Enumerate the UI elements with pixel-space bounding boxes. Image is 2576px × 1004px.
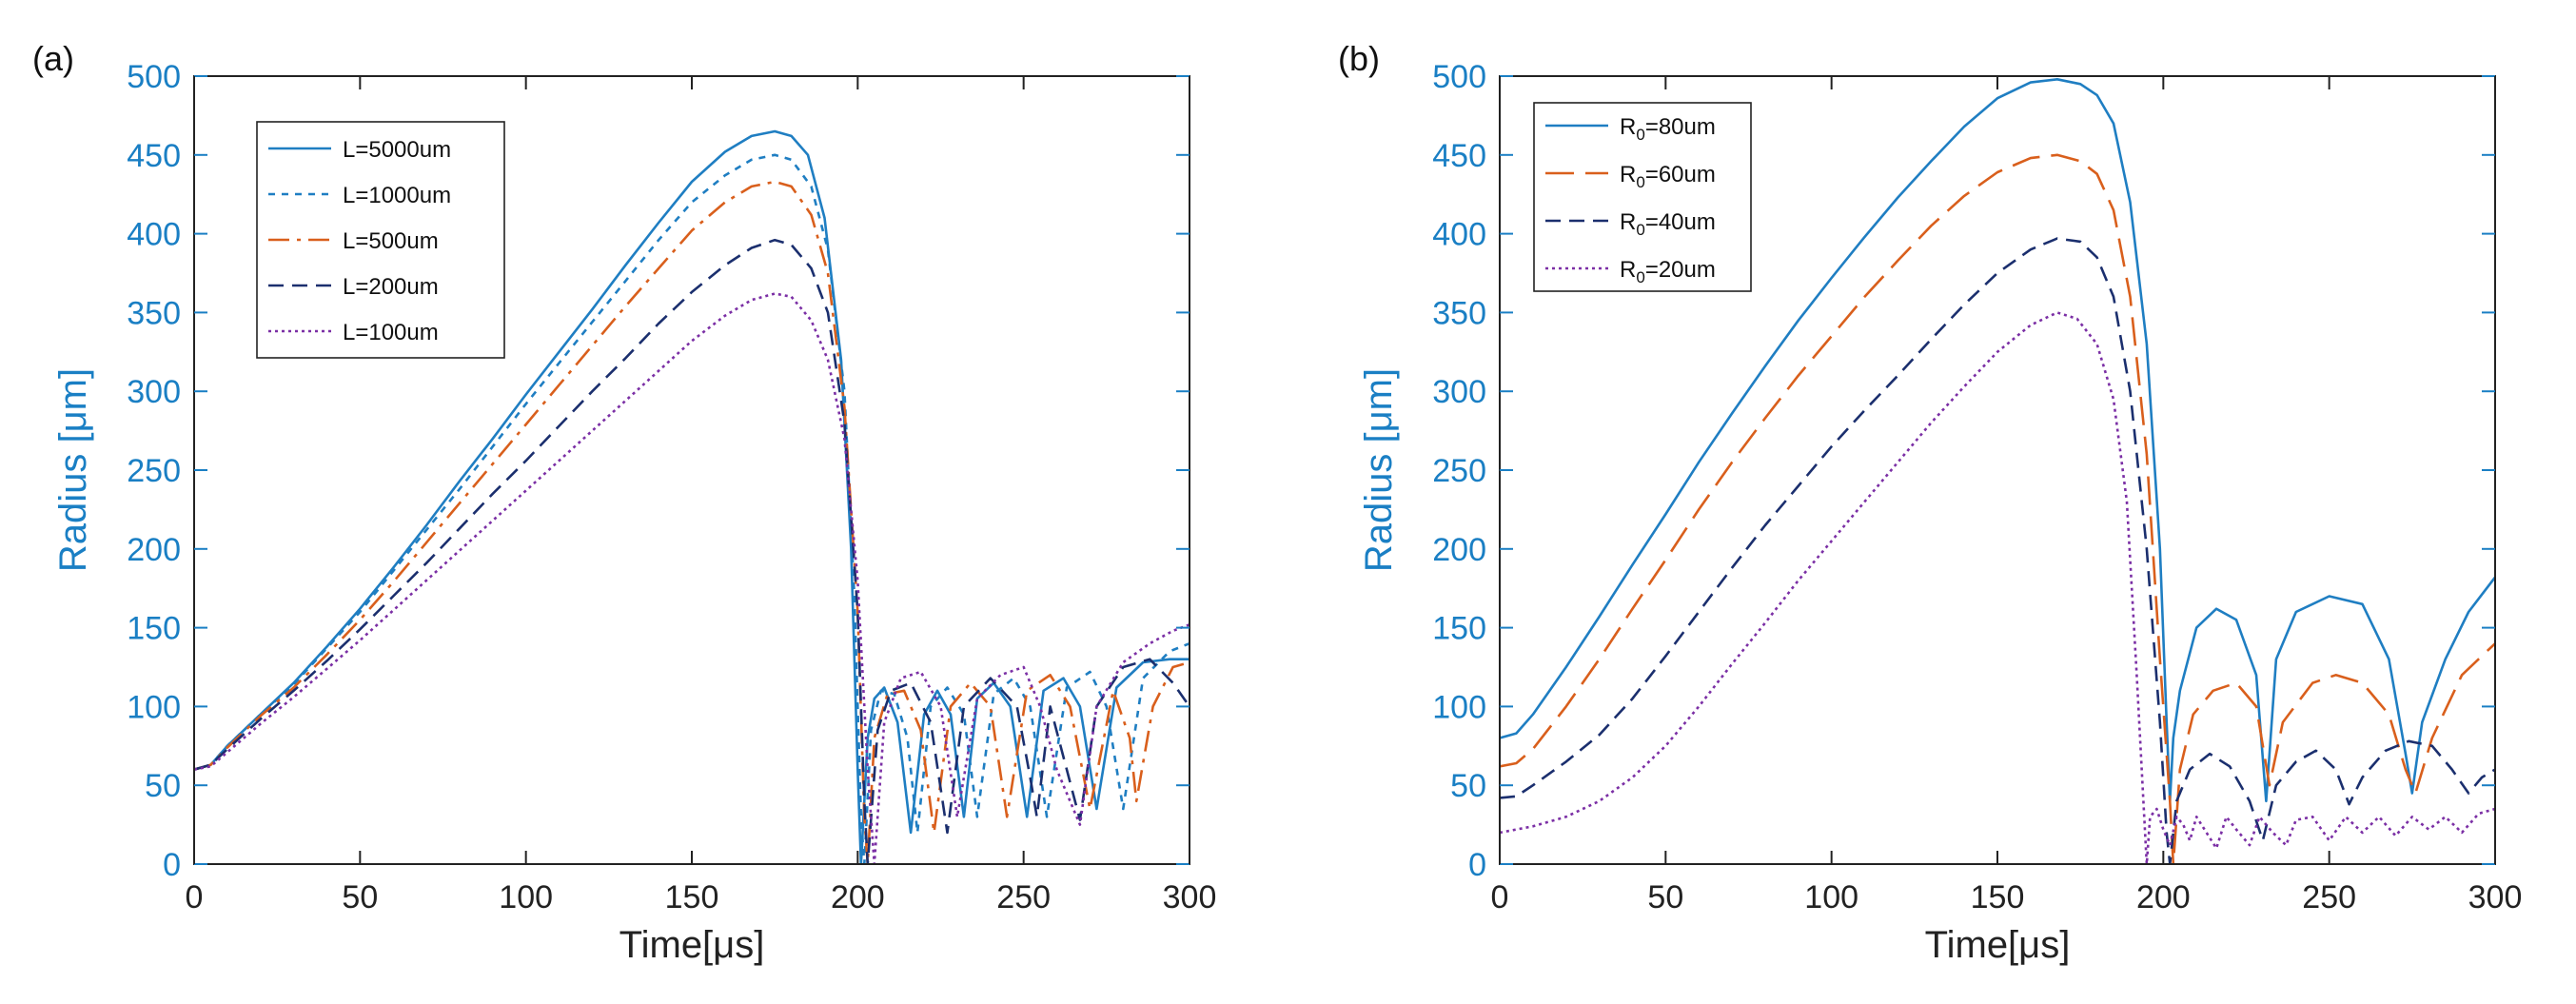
x-tick-label: 300 bbox=[2468, 879, 2523, 915]
y-tick-label: 500 bbox=[1432, 59, 1486, 95]
x-axis-label: Time[μs] bbox=[1925, 924, 2071, 966]
x-axis-label: Time[μs] bbox=[619, 924, 765, 966]
x-tick-label: 0 bbox=[186, 879, 204, 915]
y-tick-label: 500 bbox=[127, 59, 181, 95]
y-tick-label: 450 bbox=[127, 138, 181, 174]
x-tick-label: 100 bbox=[499, 879, 553, 915]
y-tick-label: 300 bbox=[1432, 374, 1486, 410]
legend-text-rest: =40um bbox=[1645, 209, 1716, 235]
legend-text-rest: =20um bbox=[1645, 257, 1716, 283]
legend-text-rest: =60um bbox=[1645, 162, 1716, 187]
x-tick-label: 200 bbox=[831, 879, 885, 915]
panel-label: (b) bbox=[1338, 39, 1380, 78]
legend-text-main: R bbox=[1620, 209, 1636, 235]
y-tick-label: 350 bbox=[1432, 295, 1486, 331]
legend-text-main: R bbox=[1620, 114, 1636, 140]
y-tick-label: 400 bbox=[1432, 217, 1486, 253]
series-line-l-500um bbox=[194, 180, 1190, 864]
y-tick-label: 150 bbox=[127, 611, 181, 647]
series-line-r0-80um bbox=[1500, 78, 2495, 803]
legend-entry: L=100um bbox=[343, 320, 439, 345]
series-line-l-100um bbox=[194, 292, 1190, 864]
series-line-r0-40um bbox=[1500, 237, 2495, 864]
x-tick-label: 200 bbox=[2136, 879, 2191, 915]
x-tick-label: 250 bbox=[2302, 879, 2356, 915]
series-line-r0-60um bbox=[1500, 153, 2495, 864]
y-tick-label: 150 bbox=[1432, 611, 1486, 647]
y-tick-label: 250 bbox=[1432, 453, 1486, 489]
x-tick-label: 100 bbox=[1804, 879, 1858, 915]
y-axis-label: Radius [μm] bbox=[1358, 368, 1400, 572]
legend-text-main: R bbox=[1620, 162, 1636, 187]
x-tick-label: 50 bbox=[342, 879, 378, 915]
y-tick-label: 100 bbox=[127, 689, 181, 725]
chart-panel-b: (b) 0 50 100 150 200 250 300 350 400 450 500 0 50 100 1… bbox=[1338, 39, 2523, 966]
x-tick-label: 0 bbox=[1491, 879, 1509, 915]
legend-text-subscript: 0 bbox=[1636, 221, 1644, 239]
y-tick-label: 200 bbox=[127, 532, 181, 568]
legend-entry: L=5000um bbox=[343, 137, 451, 163]
y-tick-label: 300 bbox=[127, 374, 181, 410]
legend-text-subscript: 0 bbox=[1636, 173, 1644, 191]
legend-entry: L=500um bbox=[343, 228, 439, 254]
legend-text-subscript: 0 bbox=[1636, 126, 1644, 144]
y-tick-label: 50 bbox=[145, 768, 181, 804]
y-tick-label: 0 bbox=[1468, 847, 1486, 883]
panel-label: (a) bbox=[32, 39, 74, 78]
legend-entry: R0=20um bbox=[1620, 257, 1716, 286]
chart-panel-a: (a) 0 50 100 150 200 250 300 350 400 450 500 0 50 100 1… bbox=[32, 39, 1217, 966]
y-tick-label: 200 bbox=[1432, 532, 1486, 568]
legend-entry: L=200um bbox=[343, 274, 439, 300]
legend-text-rest: =80um bbox=[1645, 114, 1716, 140]
legend-entry: L=1000um bbox=[343, 183, 451, 208]
y-tick-label: 350 bbox=[127, 295, 181, 331]
x-tick-label: 50 bbox=[1647, 879, 1683, 915]
x-tick-label: 150 bbox=[665, 879, 719, 915]
y-tick-label: 400 bbox=[127, 217, 181, 253]
y-tick-label: 250 bbox=[127, 453, 181, 489]
x-tick-label: 250 bbox=[996, 879, 1051, 915]
x-tick-label: 150 bbox=[1971, 879, 2025, 915]
y-tick-label: 50 bbox=[1450, 768, 1486, 804]
legend-entry: R0=60um bbox=[1620, 162, 1716, 191]
series-line-l-200um bbox=[194, 238, 1190, 864]
legend-entry: R0=40um bbox=[1620, 209, 1716, 239]
y-tick-label: 0 bbox=[163, 847, 181, 883]
legend-box bbox=[1533, 102, 1752, 292]
legend-text-main: R bbox=[1620, 257, 1636, 283]
legend-text-subscript: 0 bbox=[1636, 268, 1644, 286]
legend-entry: R0=80um bbox=[1620, 114, 1716, 144]
y-tick-label: 450 bbox=[1432, 138, 1486, 174]
x-tick-label: 300 bbox=[1163, 879, 1217, 915]
y-axis-label: Radius [μm] bbox=[52, 368, 94, 572]
series-line-r0-20um bbox=[1500, 311, 2495, 864]
y-tick-label: 100 bbox=[1432, 689, 1486, 725]
